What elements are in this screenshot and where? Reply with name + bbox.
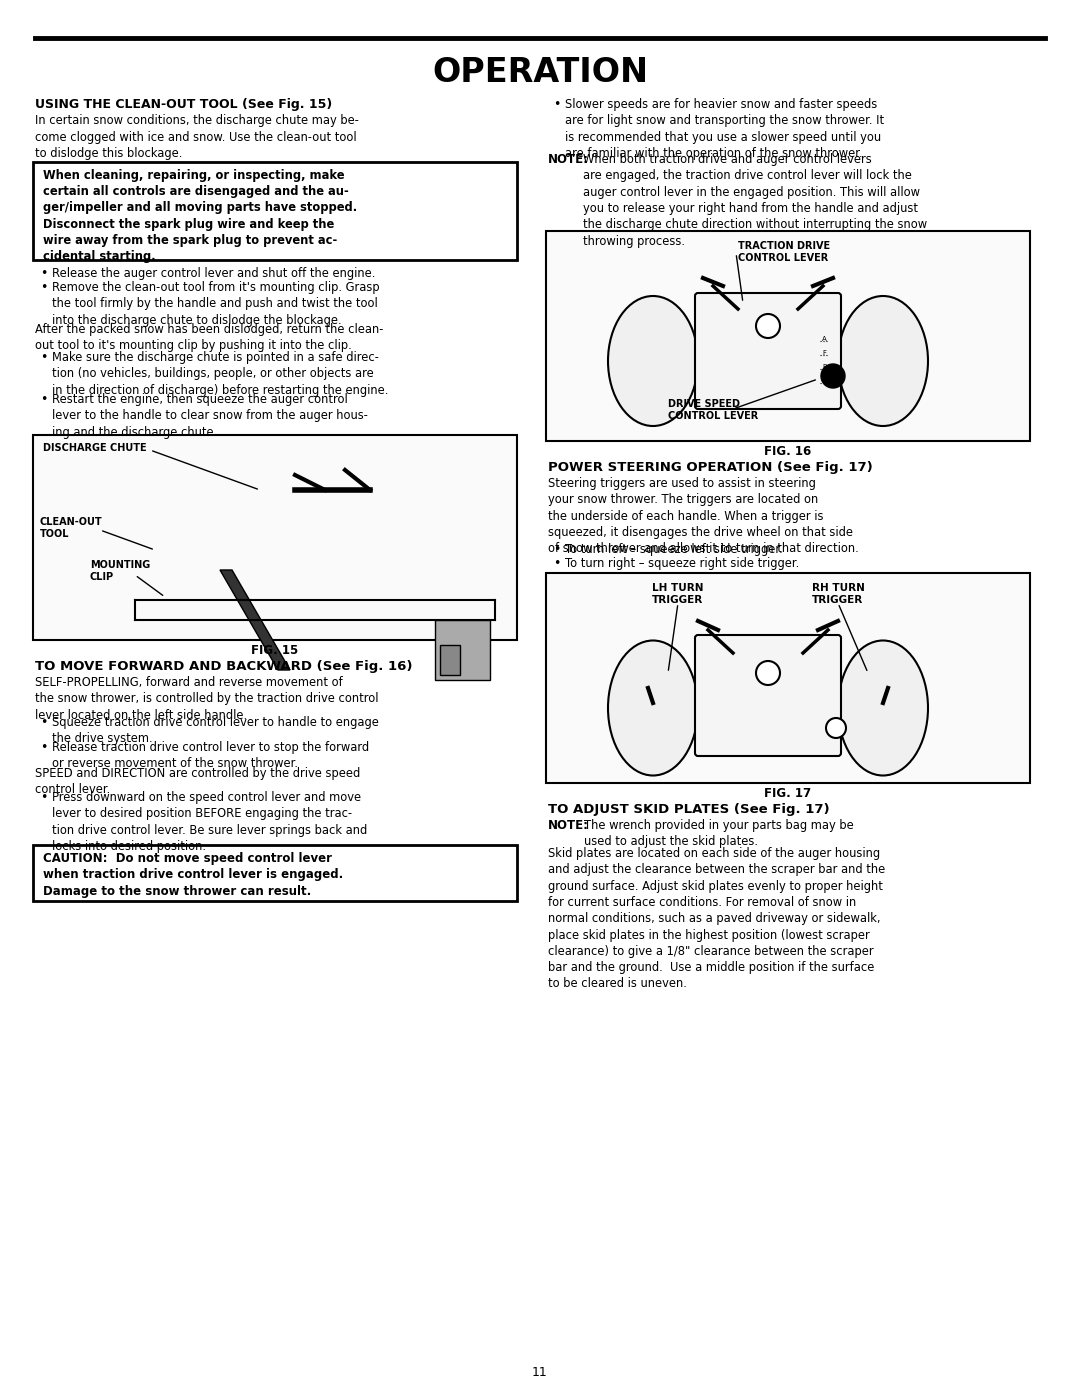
Text: CLEAN-OUT
TOOL: CLEAN-OUT TOOL	[40, 517, 103, 539]
Text: DRIVE SPEED
CONTROL LEVER: DRIVE SPEED CONTROL LEVER	[669, 400, 758, 420]
Ellipse shape	[608, 296, 698, 426]
Text: RH TURN
TRIGGER: RH TURN TRIGGER	[811, 583, 864, 605]
Text: Remove the clean-out tool from it's mounting clip. Grasp
the tool firmly by the : Remove the clean-out tool from it's moun…	[52, 281, 380, 327]
Text: Make sure the discharge chute is pointed in a safe direc-
tion (no vehicles, bui: Make sure the discharge chute is pointed…	[52, 351, 389, 397]
Text: When cleaning, repairing, or inspecting, make
certain all controls are disengage: When cleaning, repairing, or inspecting,…	[43, 169, 357, 263]
Text: To turn right – squeeze right side trigger.: To turn right – squeeze right side trigg…	[565, 557, 799, 570]
Text: •: •	[40, 717, 48, 729]
Text: A: A	[822, 337, 827, 342]
Text: FIG. 16: FIG. 16	[765, 446, 812, 458]
Text: To turn left – squeeze left side trigger.: To turn left – squeeze left side trigger…	[565, 543, 783, 556]
Text: When both traction drive and auger control levers
are engaged, the traction driv: When both traction drive and auger contr…	[583, 154, 927, 247]
Bar	[33, 434, 517, 640]
Text: TO MOVE FORWARD AND BACKWARD (See Fig. 16): TO MOVE FORWARD AND BACKWARD (See Fig. 1…	[35, 659, 413, 673]
Text: LH TURN
TRIGGER: LH TURN TRIGGER	[652, 583, 704, 605]
Text: •: •	[40, 351, 48, 365]
Text: Restart the engine, then squeeze the auger control
lever to the handle to clear : Restart the engine, then squeeze the aug…	[52, 393, 368, 439]
Text: The wrench provided in your parts bag may be
used to adjust the skid plates.: The wrench provided in your parts bag ma…	[584, 819, 854, 848]
Text: CAUTION:  Do not move speed control lever
when traction drive control lever is e: CAUTION: Do not move speed control lever…	[43, 852, 343, 898]
Text: Skid plates are located on each side of the auger housing
and adjust the clearan: Skid plates are located on each side of …	[548, 847, 886, 990]
Polygon shape	[220, 570, 291, 671]
Ellipse shape	[838, 296, 928, 426]
Text: NOTE:: NOTE:	[548, 154, 589, 166]
Text: 11: 11	[532, 1366, 548, 1379]
Text: DISCHARGE CHUTE: DISCHARGE CHUTE	[43, 443, 147, 453]
Text: Squeeze traction drive control lever to handle to engage
the drive system.: Squeeze traction drive control lever to …	[52, 717, 379, 746]
Text: In certain snow conditions, the discharge chute may be-
come clogged with ice an: In certain snow conditions, the discharg…	[35, 115, 359, 161]
Circle shape	[821, 365, 845, 388]
Bar	[546, 573, 1030, 782]
Text: •: •	[553, 557, 561, 570]
Text: Press downward on the speed control lever and move
lever to desired position BEF: Press downward on the speed control leve…	[52, 791, 367, 854]
Text: Steering triggers are used to assist in steering
your snow thrower. The triggers: Steering triggers are used to assist in …	[548, 476, 859, 555]
Text: Slower speeds are for heavier snow and faster speeds
are for light snow and tran: Slower speeds are for heavier snow and f…	[565, 98, 885, 159]
Text: NOTE:: NOTE:	[548, 819, 589, 833]
FancyBboxPatch shape	[696, 636, 841, 756]
Circle shape	[756, 314, 780, 338]
Text: •: •	[40, 740, 48, 754]
Text: TO ADJUST SKID PLATES (See Fig. 17): TO ADJUST SKID PLATES (See Fig. 17)	[548, 803, 829, 816]
Text: MOUNTING
CLIP: MOUNTING CLIP	[90, 560, 150, 581]
Bar	[33, 845, 517, 901]
Bar	[435, 620, 490, 680]
Ellipse shape	[608, 640, 698, 775]
Text: SPEED and DIRECTION are controlled by the drive speed
control lever.: SPEED and DIRECTION are controlled by th…	[35, 767, 361, 796]
Circle shape	[826, 718, 846, 738]
Text: POWER STEERING OPERATION (See Fig. 17): POWER STEERING OPERATION (See Fig. 17)	[548, 461, 873, 474]
Text: R: R	[822, 365, 827, 370]
Text: •: •	[40, 281, 48, 293]
Text: USING THE CLEAN-OUT TOOL (See Fig. 15): USING THE CLEAN-OUT TOOL (See Fig. 15)	[35, 98, 333, 110]
Ellipse shape	[838, 640, 928, 775]
Bar	[546, 231, 1030, 441]
Text: After the packed snow has been dislodged, return the clean-
out tool to it's mou: After the packed snow has been dislodged…	[35, 323, 383, 352]
Text: Release the auger control lever and shut off the engine.: Release the auger control lever and shut…	[52, 267, 376, 279]
Text: FIG. 15: FIG. 15	[252, 644, 299, 657]
Text: SELF-PROPELLING, forward and reverse movement of
the snow thrower, is controlled: SELF-PROPELLING, forward and reverse mov…	[35, 676, 378, 722]
Text: Release traction drive control lever to stop the forward
or reverse movement of : Release traction drive control lever to …	[52, 740, 369, 770]
Text: •: •	[40, 267, 48, 279]
Text: TRACTION DRIVE
CONTROL LEVER: TRACTION DRIVE CONTROL LEVER	[738, 242, 831, 263]
FancyBboxPatch shape	[696, 293, 841, 409]
Text: F: F	[822, 351, 826, 356]
Text: •: •	[553, 543, 561, 556]
Bar	[440, 645, 460, 675]
Text: FIG. 17: FIG. 17	[765, 787, 811, 800]
Text: •: •	[553, 98, 561, 110]
Text: •: •	[40, 791, 48, 805]
Text: OPERATION: OPERATION	[432, 56, 648, 88]
Text: •: •	[40, 393, 48, 407]
Circle shape	[756, 661, 780, 685]
Bar	[33, 162, 517, 260]
